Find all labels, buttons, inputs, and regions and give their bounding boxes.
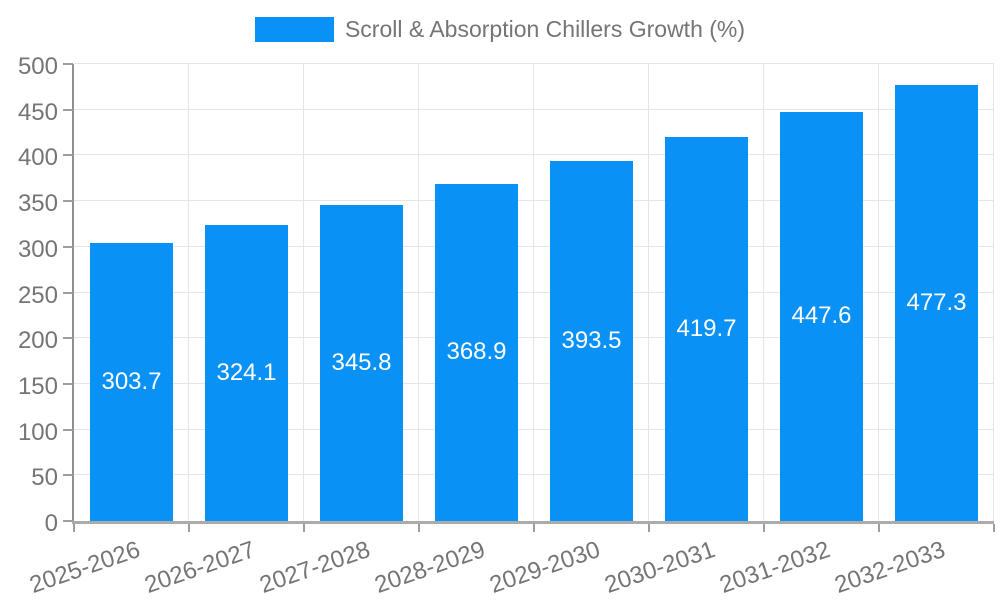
h-gridline bbox=[74, 245, 994, 247]
bar-value-label: 447.6 bbox=[791, 302, 852, 330]
y-tick-mark bbox=[63, 337, 73, 340]
y-tick-label: 150 bbox=[17, 372, 58, 400]
plot-area: 303.7 324.1 345.8 368.9 393.5 419.7 447.6 477.3 bbox=[74, 63, 994, 521]
v-gridline bbox=[418, 64, 419, 521]
bar-value-label: 393.5 bbox=[561, 327, 622, 355]
bar-value-label: 324.1 bbox=[216, 358, 277, 386]
legend-label: Scroll & Absorption Chillers Growth (%) bbox=[344, 16, 746, 42]
y-tick-mark bbox=[63, 474, 73, 477]
y-tick-mark bbox=[63, 291, 73, 294]
y-tick-mark bbox=[63, 200, 73, 203]
bar-value-label: 368.9 bbox=[446, 338, 507, 366]
h-gridline bbox=[74, 474, 994, 476]
v-gridline bbox=[188, 64, 189, 521]
bar-value-label: 345.8 bbox=[331, 348, 392, 376]
x-category-label: 2026-2027 bbox=[140, 536, 259, 599]
x-axis-line bbox=[72, 521, 994, 524]
h-gridline bbox=[74, 154, 994, 156]
y-tick-label: 350 bbox=[17, 190, 58, 218]
bar-value-label: 477.3 bbox=[906, 288, 967, 316]
y-tick-label: 50 bbox=[31, 464, 58, 492]
h-gridline bbox=[74, 291, 994, 293]
bar[interactable]: 419.7 bbox=[665, 137, 748, 521]
x-tick-mark bbox=[303, 524, 305, 532]
h-gridline bbox=[74, 108, 994, 110]
x-tick-mark bbox=[993, 524, 995, 532]
y-tick-label: 200 bbox=[17, 327, 58, 355]
x-category-label: 2025-2026 bbox=[25, 536, 144, 599]
bar-value-label: 303.7 bbox=[101, 368, 162, 396]
h-gridline bbox=[74, 428, 994, 430]
v-gridline bbox=[303, 64, 304, 521]
y-tick-mark bbox=[63, 154, 73, 157]
y-tick-label: 0 bbox=[44, 510, 58, 537]
x-category-label: 2028-2029 bbox=[370, 536, 489, 599]
y-tick-mark bbox=[63, 63, 73, 65]
y-tick-label: 100 bbox=[17, 418, 58, 446]
x-category-label: 2030-2031 bbox=[600, 536, 719, 599]
bar[interactable]: 324.1 bbox=[205, 224, 288, 521]
legend-swatch-icon bbox=[254, 17, 334, 42]
bar[interactable]: 368.9 bbox=[435, 183, 518, 521]
h-gridline bbox=[74, 63, 994, 64]
v-gridline bbox=[878, 64, 879, 521]
x-category-label: 2032-2033 bbox=[830, 536, 949, 599]
y-tick-mark bbox=[63, 382, 73, 385]
y-tick-label: 250 bbox=[17, 281, 58, 309]
bar[interactable]: 477.3 bbox=[895, 84, 978, 521]
y-tick-mark bbox=[63, 245, 73, 248]
bar[interactable]: 303.7 bbox=[90, 243, 173, 521]
v-gridline bbox=[533, 64, 534, 521]
v-gridline bbox=[648, 64, 649, 521]
y-tick-mark bbox=[63, 520, 73, 522]
x-tick-mark bbox=[73, 524, 75, 532]
x-category-label: 2027-2028 bbox=[255, 536, 374, 599]
x-tick-mark bbox=[763, 524, 765, 532]
y-tick-label: 450 bbox=[17, 98, 58, 126]
h-gridline bbox=[74, 337, 994, 339]
x-tick-mark bbox=[878, 524, 880, 532]
h-gridline bbox=[74, 200, 994, 202]
y-axis-line bbox=[72, 64, 74, 524]
y-tick-mark bbox=[63, 428, 73, 431]
y-tick-label: 300 bbox=[17, 235, 58, 263]
legend-item[interactable]: Scroll & Absorption Chillers Growth (%) bbox=[254, 16, 746, 42]
v-gridline bbox=[763, 64, 764, 521]
bar[interactable]: 345.8 bbox=[320, 204, 403, 521]
y-tick-label: 500 bbox=[17, 53, 58, 80]
x-tick-mark bbox=[188, 524, 190, 532]
x-tick-mark bbox=[418, 524, 420, 532]
y-tick-mark bbox=[63, 108, 73, 111]
bar[interactable]: 447.6 bbox=[780, 111, 863, 521]
h-gridline bbox=[74, 382, 994, 384]
x-category-label: 2031-2032 bbox=[715, 536, 834, 599]
x-category-label: 2029-2030 bbox=[485, 536, 604, 599]
legend: Scroll & Absorption Chillers Growth (%) bbox=[0, 17, 1000, 42]
bar-value-label: 419.7 bbox=[676, 315, 737, 343]
bar[interactable]: 393.5 bbox=[550, 161, 633, 521]
x-tick-mark bbox=[533, 524, 535, 532]
y-tick-label: 400 bbox=[17, 144, 58, 172]
x-tick-mark bbox=[648, 524, 650, 532]
v-gridline bbox=[993, 64, 994, 521]
